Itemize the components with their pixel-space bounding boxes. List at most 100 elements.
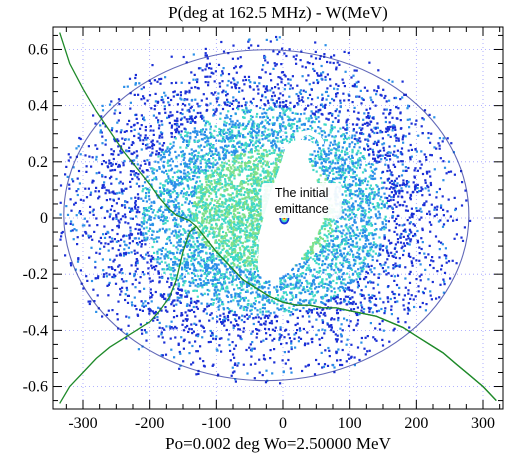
particle [357,284,360,287]
particle [353,146,356,149]
particle [344,199,347,202]
particle [317,282,321,285]
particle [278,36,281,39]
particle [226,228,230,231]
particle [407,289,410,292]
particle [351,123,355,126]
particle [182,347,185,350]
particle [377,189,380,192]
particle [396,214,399,217]
particle [151,139,154,142]
particle [147,267,150,270]
particle [350,343,353,346]
particle [224,153,227,156]
particle [375,142,378,145]
particle [136,259,139,262]
particle [322,308,325,311]
particle [357,283,360,286]
particle [190,251,193,255]
particle [264,171,267,174]
particle [209,329,212,333]
particle [245,101,248,104]
particle [135,182,138,185]
particle [224,178,227,181]
particle [335,83,338,86]
particle [189,135,192,138]
particle [175,212,179,215]
particle [261,144,264,148]
particle [363,230,367,234]
particle [174,207,177,210]
particle [469,219,472,222]
particle [271,146,274,150]
particle [111,247,114,250]
particle [255,328,258,331]
particle [346,338,349,341]
particle [143,236,146,239]
particle [313,301,316,304]
particle [258,198,261,201]
particle [121,215,124,218]
particle [128,146,131,149]
particle [233,234,237,238]
particle [303,135,306,138]
particle [337,287,340,290]
particle [276,289,279,292]
particle [347,229,350,232]
particle [228,247,231,250]
particle [181,137,185,140]
particle [322,282,325,285]
particle [461,181,464,184]
particle [342,289,345,292]
particle [229,182,232,185]
particle [242,205,245,208]
particle [68,187,71,190]
particle [233,153,236,156]
particle [358,192,361,195]
particle [195,245,198,248]
particle [379,297,382,300]
particle [188,235,191,238]
particle [185,261,188,264]
particle [173,181,176,184]
particle [170,55,173,58]
particle [218,293,221,296]
particle [250,273,253,276]
particle [184,130,187,133]
particle [224,154,227,157]
particle [236,211,239,214]
particle [323,152,326,156]
particle [270,145,273,148]
particle [172,316,176,319]
particle [207,271,210,274]
particle [94,277,97,280]
particle [256,328,259,331]
particle [244,290,248,293]
particle [412,257,415,260]
particle [302,327,305,331]
particle [266,61,269,64]
particle [327,263,330,266]
particle [250,279,253,282]
particle [239,146,243,149]
particle [346,258,349,261]
particle [327,118,330,121]
particle [369,246,372,249]
particle [255,115,258,118]
particle [321,252,324,255]
particle [218,178,221,181]
particle [262,339,265,342]
particle [119,252,122,255]
particle [297,103,300,106]
particle [209,213,212,216]
particle [183,162,186,165]
particle [254,150,257,153]
particle [207,184,210,187]
particle [143,214,147,217]
particle [330,326,333,329]
particle [339,359,342,362]
particle [116,121,119,124]
particle [187,143,190,146]
particle [230,153,233,157]
particle [215,224,218,227]
